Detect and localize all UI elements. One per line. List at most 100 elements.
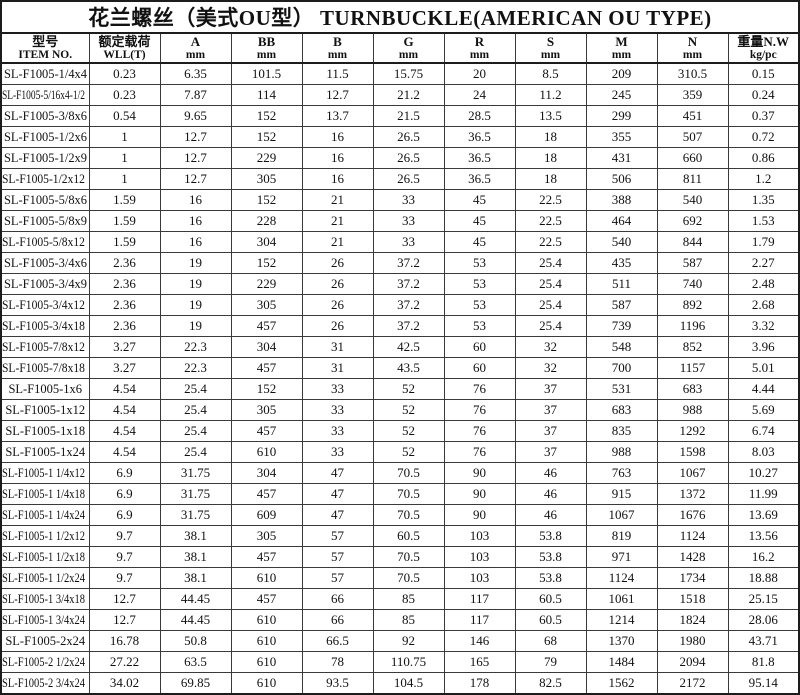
value-cell: 9.7 [88,567,161,589]
value-cell: 683 [585,399,658,421]
value-cell: 2.36 [88,273,161,295]
value-text: 12.7 [184,129,207,144]
value-cell: 57 [301,525,374,547]
value-cell: 25.4 [514,294,587,316]
item-no-text: SL-F1005-1x12 [5,403,86,417]
value-cell: 53 [443,294,516,316]
value-text: 1562 [608,675,635,690]
item-no-text: SL-F1005-2 1/2x24 [2,655,86,669]
value-cell: 60.5 [514,609,587,631]
value-cell: 844 [656,231,729,253]
value-text: 26.5 [397,129,420,144]
value-cell: 42.5 [372,336,445,358]
value-cell: 33 [372,210,445,232]
table-row: SL-F1005-2 3/4x24 34.02 69.85 610 93.5 104.5 1… [0,672,800,695]
value-text: 2.36 [113,318,136,333]
value-text: 700 [611,360,632,375]
value-cell: 60 [443,357,516,379]
value-text: 457 [256,591,277,606]
value-cell: 66 [301,609,374,631]
value-cell: 66 [301,588,374,610]
value-text: 47 [331,507,344,522]
value-cell: 8.5 [514,62,587,85]
table-row: SL-F1005-5/16x4-1/2 0.23 7.87 114 12.7 21.2 24… [0,84,800,106]
value-cell: 11.99 [727,483,800,505]
value-text: 95.14 [748,675,778,690]
value-cell: 6.9 [88,483,161,505]
table-row: SL-F1005-1x18 4.54 25.4 457 33 52 76 37 835 1292 6… [0,420,800,442]
value-cell: 47 [301,483,374,505]
value-cell: 28.06 [727,609,800,631]
value-cell: 85 [372,609,445,631]
value-text: 229 [256,276,277,291]
value-cell: 1157 [656,357,729,379]
value-cell: 16 [159,231,232,253]
value-cell: 12.7 [159,126,232,148]
table-row: SL-F1005-1/2x12 1 12.7 305 16 26.5 36.5 18 506 81… [0,168,800,190]
value-cell: 25.4 [514,273,587,295]
value-text: 38.1 [184,528,207,543]
value-cell: 1372 [656,483,729,505]
value-text: 36.5 [468,129,491,144]
value-text: 21 [331,234,344,249]
value-cell: 90 [443,462,516,484]
value-text: 5.01 [751,360,775,375]
value-cell: 53 [443,273,516,295]
value-cell: 25.4 [514,252,587,274]
value-cell: 44.45 [159,609,232,631]
item-no-cell: SL-F1005-3/4x9 [0,273,90,295]
value-text: 146 [469,633,490,648]
value-cell: 103 [443,546,516,568]
column-header-line1: 重量N.W [737,34,790,50]
value-cell: 819 [585,525,658,547]
item-no-cell: SL-F1005-2 1/2x24 [0,651,90,673]
item-no-text: SL-F1005-1 1/2x18 [2,550,86,564]
value-text: 310.5 [677,66,708,81]
value-text: 610 [256,675,277,690]
item-no-cell: SL-F1005-1/2x12 [0,168,90,190]
value-text: 25.4 [539,318,562,333]
item-no-text: SL-F1005-3/4x9 [3,277,87,291]
item-no-cell: SL-F1005-3/4x12 [0,294,90,316]
value-text: 6.9 [116,507,133,522]
value-cell: 739 [585,315,658,337]
value-text: 1214 [608,612,635,627]
table-row: SL-F1005-1x12 4.54 25.4 305 33 52 76 37 683 988 5.… [0,399,800,421]
value-text: 304 [256,339,277,354]
item-no-text: SL-F1005-1x24 [5,445,86,459]
item-no-text: SL-F1005-1x6 [8,382,83,396]
value-text: 1.53 [751,213,775,228]
value-cell: 305 [230,525,303,547]
value-text: 457 [256,318,277,333]
value-text: 1484 [608,654,635,669]
value-text: 90 [473,507,486,522]
value-cell: 540 [656,189,729,211]
table-row: SL-F1005-7/8x12 3.27 22.3 304 31 42.5 60 32 548 8… [0,336,800,358]
value-text: 1.79 [751,234,775,249]
value-text: 103 [469,528,490,543]
value-text: 1292 [679,423,706,438]
value-text: 431 [611,150,632,165]
value-text: 46 [544,486,557,501]
value-text: 16 [331,150,344,165]
value-text: 1734 [679,570,706,585]
value-text: 53 [473,255,486,270]
value-cell: 22.5 [514,189,587,211]
item-no-cell: SL-F1005-2x24 [0,630,90,652]
value-text: 1196 [679,318,706,333]
value-text: 13.56 [748,528,778,543]
value-cell: 457 [230,588,303,610]
value-text: 52 [402,423,415,438]
value-text: 110.75 [390,654,427,669]
value-text: 50.8 [184,633,207,648]
value-text: 457 [256,360,277,375]
value-cell: 22.3 [159,336,232,358]
value-text: 117 [469,612,490,627]
value-cell: 27.22 [88,651,161,673]
value-text: 388 [611,192,632,207]
value-cell: 1 [88,168,161,190]
column-header-line1: 额定载荷 [98,34,151,50]
value-text: 53 [473,276,486,291]
value-cell: 988 [585,441,658,463]
value-cell: 8.03 [727,441,800,463]
